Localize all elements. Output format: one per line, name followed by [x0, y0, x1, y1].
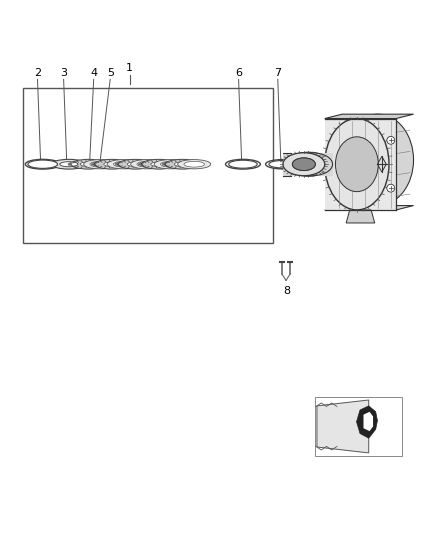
- Polygon shape: [346, 210, 375, 223]
- Bar: [325, 118, 396, 210]
- Ellipse shape: [71, 159, 106, 169]
- Ellipse shape: [141, 159, 177, 169]
- Ellipse shape: [165, 159, 200, 169]
- Ellipse shape: [298, 158, 319, 170]
- Ellipse shape: [95, 159, 129, 169]
- Ellipse shape: [174, 162, 191, 166]
- Ellipse shape: [160, 161, 181, 167]
- Ellipse shape: [226, 159, 260, 169]
- Ellipse shape: [178, 159, 211, 169]
- Polygon shape: [325, 206, 413, 210]
- Ellipse shape: [80, 162, 97, 166]
- Bar: [315, 397, 402, 456]
- Ellipse shape: [265, 159, 299, 169]
- Ellipse shape: [293, 158, 315, 171]
- Ellipse shape: [60, 161, 78, 167]
- Polygon shape: [317, 400, 369, 453]
- Ellipse shape: [137, 161, 157, 167]
- Ellipse shape: [107, 159, 140, 169]
- Ellipse shape: [154, 159, 187, 169]
- Ellipse shape: [325, 118, 389, 210]
- Circle shape: [387, 136, 395, 144]
- Ellipse shape: [269, 160, 295, 168]
- Ellipse shape: [51, 159, 86, 169]
- Polygon shape: [357, 406, 378, 438]
- Ellipse shape: [104, 162, 120, 166]
- Bar: [283, 153, 332, 176]
- Ellipse shape: [131, 159, 164, 169]
- Ellipse shape: [229, 160, 257, 168]
- Text: 3: 3: [60, 68, 67, 78]
- Ellipse shape: [342, 114, 413, 206]
- Ellipse shape: [293, 158, 315, 171]
- Ellipse shape: [291, 153, 332, 176]
- Ellipse shape: [151, 162, 167, 166]
- Text: 6: 6: [235, 68, 242, 78]
- Ellipse shape: [90, 161, 110, 167]
- Text: 7: 7: [274, 68, 281, 78]
- Ellipse shape: [25, 159, 60, 169]
- Bar: [23, 88, 273, 243]
- Ellipse shape: [336, 137, 378, 192]
- Ellipse shape: [84, 159, 117, 169]
- Ellipse shape: [286, 152, 330, 176]
- Text: 5: 5: [107, 68, 114, 78]
- Ellipse shape: [127, 162, 144, 166]
- Ellipse shape: [184, 161, 205, 167]
- Circle shape: [387, 184, 395, 192]
- Ellipse shape: [283, 153, 325, 176]
- Text: 2: 2: [34, 68, 41, 78]
- Ellipse shape: [118, 159, 153, 169]
- Text: 4: 4: [90, 68, 97, 78]
- Polygon shape: [364, 412, 373, 431]
- Ellipse shape: [28, 160, 57, 168]
- Text: 8: 8: [283, 286, 290, 296]
- Polygon shape: [325, 114, 413, 118]
- Text: 1: 1: [126, 63, 133, 73]
- Ellipse shape: [113, 161, 134, 167]
